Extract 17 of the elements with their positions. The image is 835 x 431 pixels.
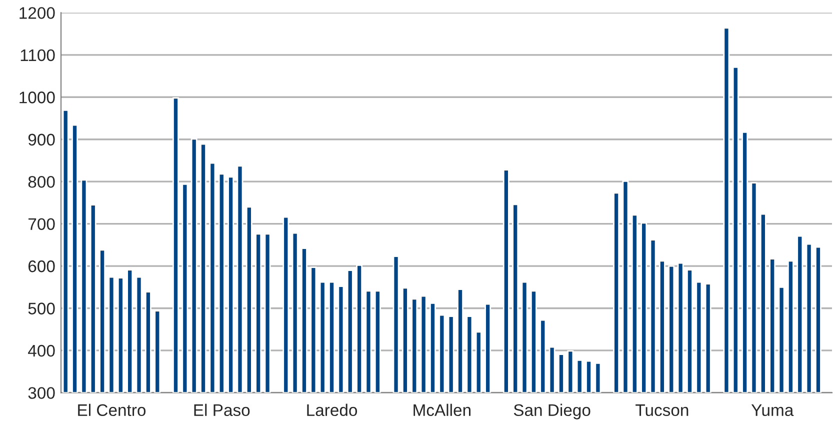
x-tick-label: San Diego — [514, 404, 590, 420]
y-tick-label: 1200 — [20, 7, 55, 19]
y-tick-label: 400 — [28, 344, 55, 357]
x-tick-label: Tucson — [636, 404, 688, 416]
y-tick-label: 600 — [28, 260, 55, 272]
y-tick-label: 900 — [28, 134, 55, 146]
y-tick-label: 300 — [28, 387, 55, 399]
x-tick-label: Laredo — [307, 404, 358, 416]
y-tick-label: 500 — [28, 302, 55, 314]
y-tick-label: 700 — [28, 218, 55, 230]
y-tick-label: 1000 — [20, 92, 55, 104]
x-tick-label: McAllen — [414, 404, 470, 416]
y-tick-label: 800 — [28, 176, 55, 188]
x-tick-label: El Paso — [194, 404, 250, 416]
y-tick-label: 1100 — [20, 49, 55, 62]
x-tick-label: El Centro — [78, 404, 146, 416]
x-tick-label: Yuma — [751, 404, 794, 416]
